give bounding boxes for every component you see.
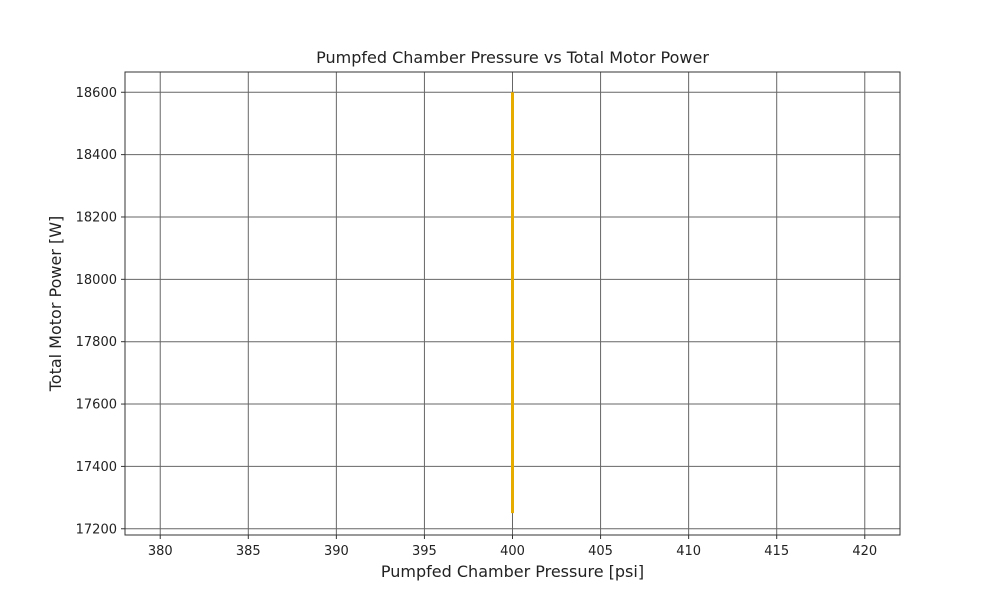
y-tick-label: 17600	[76, 398, 117, 413]
x-axis-ticks: 380 385 390 395 400 405 410 415 420	[148, 535, 877, 559]
y-axis-title: Total Motor Power [W]	[46, 216, 65, 393]
y-tick-label: 17800	[76, 335, 117, 350]
x-tick-label: 420	[852, 544, 877, 559]
chart-title: Pumpfed Chamber Pressure vs Total Motor …	[316, 48, 709, 67]
x-tick-label: 405	[588, 544, 613, 559]
x-tick-label: 380	[148, 544, 173, 559]
y-tick-label: 17200	[76, 522, 117, 537]
y-tick-label: 18200	[76, 210, 117, 225]
x-tick-label: 390	[324, 544, 349, 559]
y-tick-label: 18400	[76, 148, 117, 163]
y-tick-label: 18000	[76, 273, 117, 288]
x-tick-label: 395	[412, 544, 437, 559]
x-tick-label: 385	[236, 544, 261, 559]
x-tick-label: 410	[676, 544, 701, 559]
y-tick-label: 18600	[76, 86, 117, 101]
y-tick-label: 17400	[76, 460, 117, 475]
x-axis-title: Pumpfed Chamber Pressure [psi]	[381, 562, 644, 581]
x-tick-label: 415	[764, 544, 789, 559]
x-tick-label: 400	[500, 544, 525, 559]
y-axis-ticks: 17200 17400 17600 17800 18000 18200 18400 18600	[76, 86, 125, 537]
